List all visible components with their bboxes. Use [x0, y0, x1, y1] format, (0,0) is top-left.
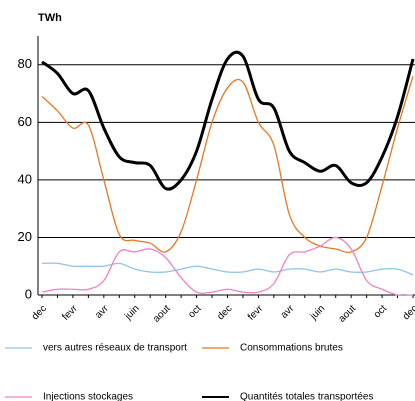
legend-label: vers autres réseaux de transport — [43, 343, 187, 354]
x-tick-label: juin — [122, 303, 142, 323]
x-tick-label: aout — [337, 303, 359, 325]
line — [41, 76, 414, 253]
x-tick-label: oct — [372, 303, 389, 320]
legend-label: Injections stockages — [43, 392, 133, 401]
x-tick-label: dec — [30, 303, 49, 322]
x-tick-label: avr — [93, 303, 111, 321]
line — [41, 50, 415, 191]
x-tick-label: aout — [151, 303, 173, 325]
chart-title: TWh — [38, 12, 62, 24]
y-tick-label: 80 — [18, 56, 32, 71]
x-tick-label: fevr — [246, 303, 266, 323]
x-tick-label: fevr — [60, 303, 80, 323]
y-tick-label: 20 — [18, 229, 32, 244]
x-tick-label: juin — [308, 303, 328, 323]
y-tick-label: 40 — [18, 171, 32, 186]
x-tick-label: dec — [401, 303, 415, 322]
y-tick-label: 0 — [25, 286, 32, 301]
legend-label: Consommations brutes — [240, 343, 343, 354]
y-tick-label: 60 — [18, 114, 32, 129]
x-tick-label: avr — [279, 303, 297, 321]
x-tick-label: dec — [215, 303, 234, 322]
line — [41, 236, 414, 297]
line — [41, 262, 414, 276]
x-tick-label: oct — [186, 303, 203, 320]
legend-label: Quantités totales transportées — [240, 392, 373, 401]
